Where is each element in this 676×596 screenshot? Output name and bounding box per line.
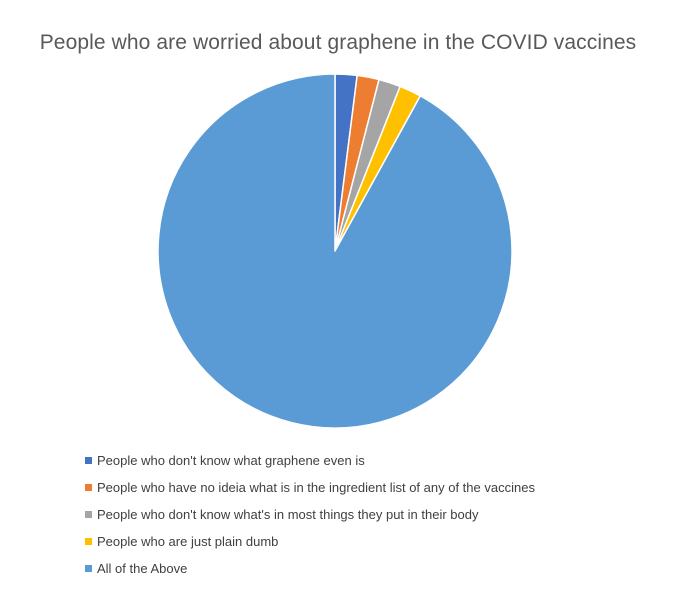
legend-item: People who don't know what graphene even… — [85, 447, 665, 474]
legend-label: People who don't know what graphene even… — [97, 453, 365, 468]
chart-title: People who are worried about graphene in… — [39, 31, 637, 54]
legend: People who don't know what graphene even… — [85, 447, 665, 582]
legend-swatch-icon — [85, 457, 92, 464]
legend-swatch-icon — [85, 511, 92, 518]
legend-label: All of the Above — [97, 561, 188, 576]
legend-item: All of the Above — [85, 555, 665, 582]
legend-item: People who don't know what's in most thi… — [85, 501, 665, 528]
legend-swatch-icon — [85, 565, 92, 572]
pie-slices — [157, 73, 513, 429]
legend-item: People who have no ideia what is in the … — [85, 474, 665, 501]
legend-label: People who have no ideia what is in the … — [97, 480, 535, 495]
pie-slice — [157, 73, 513, 429]
legend-label: People who don't know what's in most thi… — [97, 507, 479, 522]
legend-label: People who are just plain dumb — [97, 534, 279, 549]
legend-item: People who are just plain dumb — [85, 528, 665, 555]
legend-swatch-icon — [85, 538, 92, 545]
legend-swatch-icon — [85, 484, 92, 491]
